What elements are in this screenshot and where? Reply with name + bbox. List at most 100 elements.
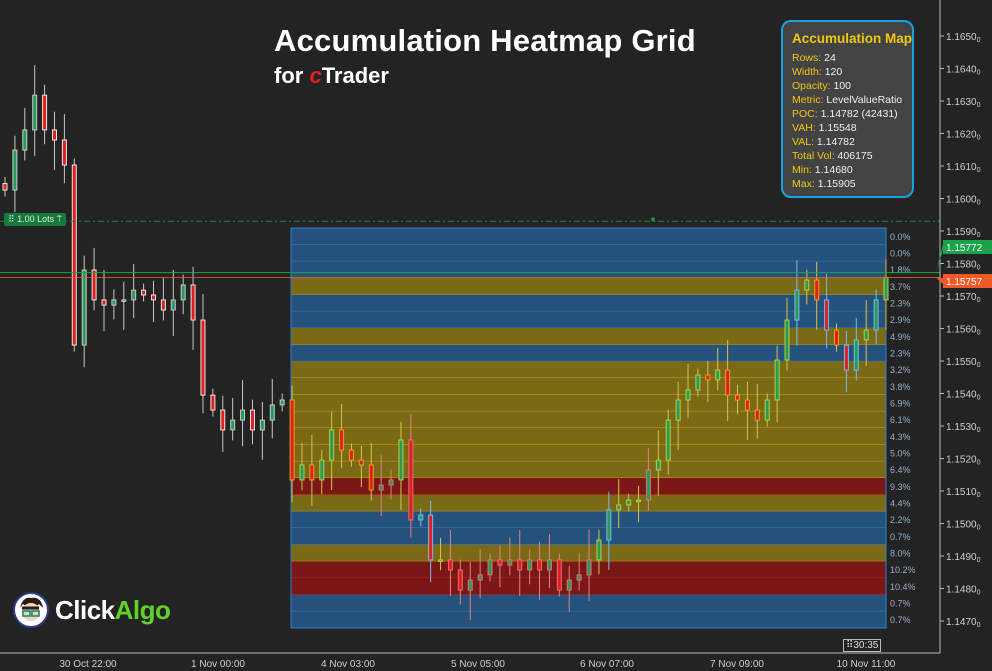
heatmap-level-gold xyxy=(291,378,886,395)
candle-bullish xyxy=(863,329,869,341)
candle-bullish xyxy=(269,404,275,421)
heatmap-level-pct: 5.0% xyxy=(890,449,911,459)
candle-bearish xyxy=(339,429,345,451)
heatmap-level-pct: 2.3% xyxy=(890,349,911,359)
heatmap-level-blue xyxy=(291,261,886,278)
info-row: POC: 1.14782 (42431) xyxy=(792,107,912,121)
candle-bullish xyxy=(131,289,137,301)
ask-price-label: 1.15757 xyxy=(946,277,983,288)
info-key: POC: xyxy=(792,108,818,120)
candle-bullish xyxy=(299,464,305,481)
candle-bearish xyxy=(368,464,374,491)
mascot-icon xyxy=(13,592,49,628)
candle-bullish xyxy=(230,419,236,431)
info-row: Metric: LevelValueRatio xyxy=(792,93,912,107)
candle-bearish xyxy=(705,374,711,381)
pin-icon[interactable]: ⍑ xyxy=(56,214,63,224)
candle-bullish xyxy=(12,149,18,191)
candle-bullish xyxy=(665,419,671,461)
candle-bullish xyxy=(259,419,265,431)
candle-bullish xyxy=(329,429,335,461)
info-value: 406175 xyxy=(837,150,873,162)
candle-bullish xyxy=(180,284,186,301)
subtitle-prefix: for xyxy=(274,63,310,88)
info-value: 1.15548 xyxy=(818,122,857,134)
candle-bullish xyxy=(616,504,622,511)
candle-bullish xyxy=(715,369,721,381)
heatmap-level-red xyxy=(291,478,886,495)
info-box-title: Accumulation Map xyxy=(792,31,913,46)
price-tick-label: 1.15000 xyxy=(946,520,981,532)
heatmap-level-gold xyxy=(291,394,886,412)
candle-bullish xyxy=(675,399,681,421)
heatmap-level-blue xyxy=(291,528,886,545)
time-tick-label: 6 Nov 07:00 xyxy=(580,659,634,670)
price-tick-label: 1.14700 xyxy=(946,617,981,629)
candle-bullish xyxy=(764,399,770,421)
price-tick-label: 1.15600 xyxy=(946,325,981,337)
heatmap-level-blue xyxy=(291,511,886,528)
heatmap-level-pct: 6.4% xyxy=(890,465,911,475)
heatmap-level-blue xyxy=(291,344,886,362)
info-value: 1.15905 xyxy=(817,178,856,190)
info-row: Opacity: 100 xyxy=(792,79,912,93)
bar-timer: ⠿30:35 xyxy=(843,639,882,652)
heatmap-level-pct: 2.3% xyxy=(890,299,911,309)
info-key: Rows: xyxy=(792,52,822,64)
heatmap-level-pct: 0.7% xyxy=(890,599,911,609)
candle-bearish xyxy=(814,279,820,301)
heatmap-level-pct: 0.0% xyxy=(890,249,911,259)
heatmap-level-gold xyxy=(291,328,886,345)
candle-bearish xyxy=(71,164,77,346)
info-row: Total Vol: 406175 xyxy=(792,149,912,163)
heatmap-level-gold xyxy=(291,411,886,428)
logo-text: ClickAlgo xyxy=(55,594,171,626)
heatmap-level-pct: 0.7% xyxy=(890,615,911,625)
heatmap-level-blue xyxy=(291,311,886,328)
heatmap-level-pct: 4.9% xyxy=(890,332,911,342)
heatmap-level-pct: 1.8% xyxy=(890,265,911,275)
candle-bearish xyxy=(91,269,97,301)
price-tick-label: 1.14900 xyxy=(946,552,981,564)
info-row: Max: 1.15905 xyxy=(792,177,912,191)
candle-bearish xyxy=(141,289,147,296)
heatmap-level-gold xyxy=(291,444,886,462)
heatmap-level-pct: 0.7% xyxy=(890,532,911,542)
candle-bullish xyxy=(636,499,642,503)
info-key: VAL: xyxy=(792,136,814,148)
candle-bullish xyxy=(467,579,473,591)
timer-value: 30:35 xyxy=(853,640,879,651)
order-lots-label[interactable]: ⠿ 1.00 Lots ⍑ xyxy=(4,213,67,226)
info-value: 1.14782 (42431) xyxy=(820,108,898,120)
info-value: LevelValueRatio xyxy=(826,94,903,106)
candle-bearish xyxy=(289,399,295,481)
price-tick-label: 1.16200 xyxy=(946,130,981,142)
heatmap-level-pct: 9.3% xyxy=(890,482,911,492)
heatmap-level-blue xyxy=(291,611,886,628)
logo-text-algo: Algo xyxy=(114,594,171,625)
order-handle-icon[interactable] xyxy=(651,217,655,222)
info-key: Opacity: xyxy=(792,80,831,92)
candle-bearish xyxy=(190,284,196,321)
heatmap-level-pct: 10.4% xyxy=(890,582,916,592)
heatmap-level-pct: 3.7% xyxy=(890,282,911,292)
candle-bullish xyxy=(438,559,444,562)
heatmap-level-gold xyxy=(291,544,886,562)
candle-bearish xyxy=(2,183,8,191)
heatmap-level-gold xyxy=(291,428,886,445)
candle-bullish xyxy=(240,409,246,421)
candle-bullish xyxy=(378,484,384,491)
candle-bullish xyxy=(507,559,513,566)
info-row: Width: 120 xyxy=(792,65,912,79)
ask-price-label-bg xyxy=(936,274,992,288)
price-tick-label: 1.16500 xyxy=(946,32,981,44)
accumulation-map-info-box: Accumulation Map Rows: 24 Width: 120 Opaci… xyxy=(781,20,914,198)
info-key: Total Vol: xyxy=(792,150,835,162)
candle-bearish xyxy=(101,299,107,306)
price-tick-label: 1.15200 xyxy=(946,455,981,467)
heatmap-level-pct: 4.3% xyxy=(890,432,911,442)
candle-bearish xyxy=(744,399,750,411)
price-tick-label: 1.15900 xyxy=(946,227,981,239)
candle-bullish xyxy=(626,499,632,506)
